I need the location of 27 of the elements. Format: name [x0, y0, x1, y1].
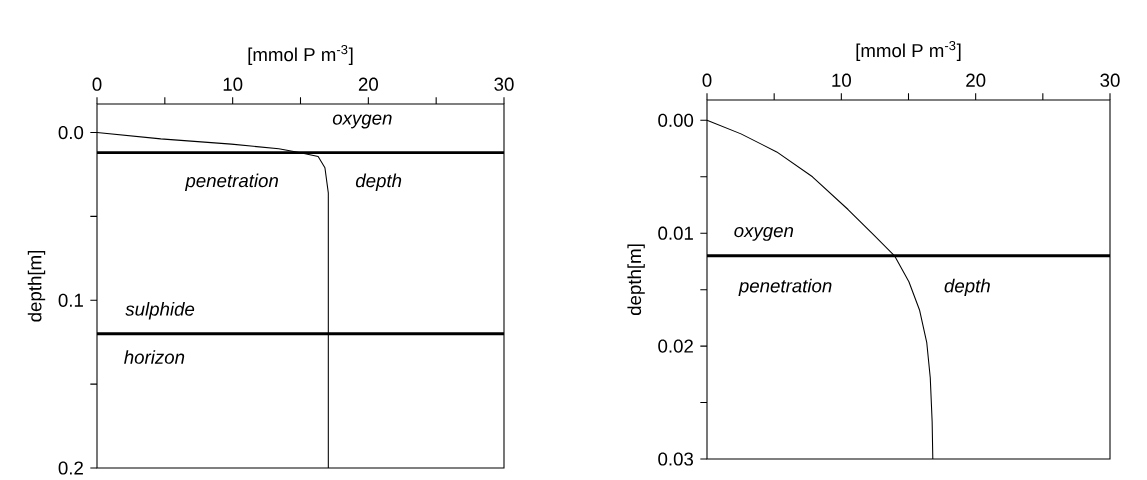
y-tick-label: 0.01	[658, 226, 693, 240]
y-tick-label: 0.02	[658, 339, 693, 353]
x-tick-label: 0	[92, 77, 102, 91]
x-tick-label: 30	[494, 77, 514, 91]
x-tick-label: 20	[358, 77, 378, 91]
annotation: sulphide	[125, 302, 195, 320]
annotation: oxygen	[734, 226, 794, 241]
x-tick-label: 20	[966, 73, 986, 87]
x-axis-title: [mmol P m$^{-3}$]	[248, 44, 353, 65]
x-tick-label: 30	[1100, 73, 1120, 87]
y-axis-title: depth[m]	[27, 251, 46, 322]
annotation: oxygen	[332, 114, 392, 129]
x-tick-label: 0	[702, 73, 712, 87]
x-tick-label: 10	[832, 73, 851, 87]
annotation: depth	[355, 173, 402, 191]
y-tick-label: 0.2	[58, 461, 83, 475]
y-axis-title: depth[m]	[627, 244, 645, 316]
annotation: horizon	[124, 350, 185, 364]
y-tick-label: 0.00	[658, 113, 694, 127]
x-tick-label: 10	[223, 77, 243, 91]
annotation: penetration	[184, 173, 278, 191]
annotation: depth	[944, 278, 990, 297]
y-tick-label: 0.1	[58, 293, 83, 307]
y-tick-label: 0.0	[58, 125, 84, 140]
x-axis-title: [mmol P m$^{-3}$]	[856, 40, 961, 61]
annotation: penetration	[738, 278, 832, 297]
y-tick-label: 0.03	[658, 452, 694, 466]
